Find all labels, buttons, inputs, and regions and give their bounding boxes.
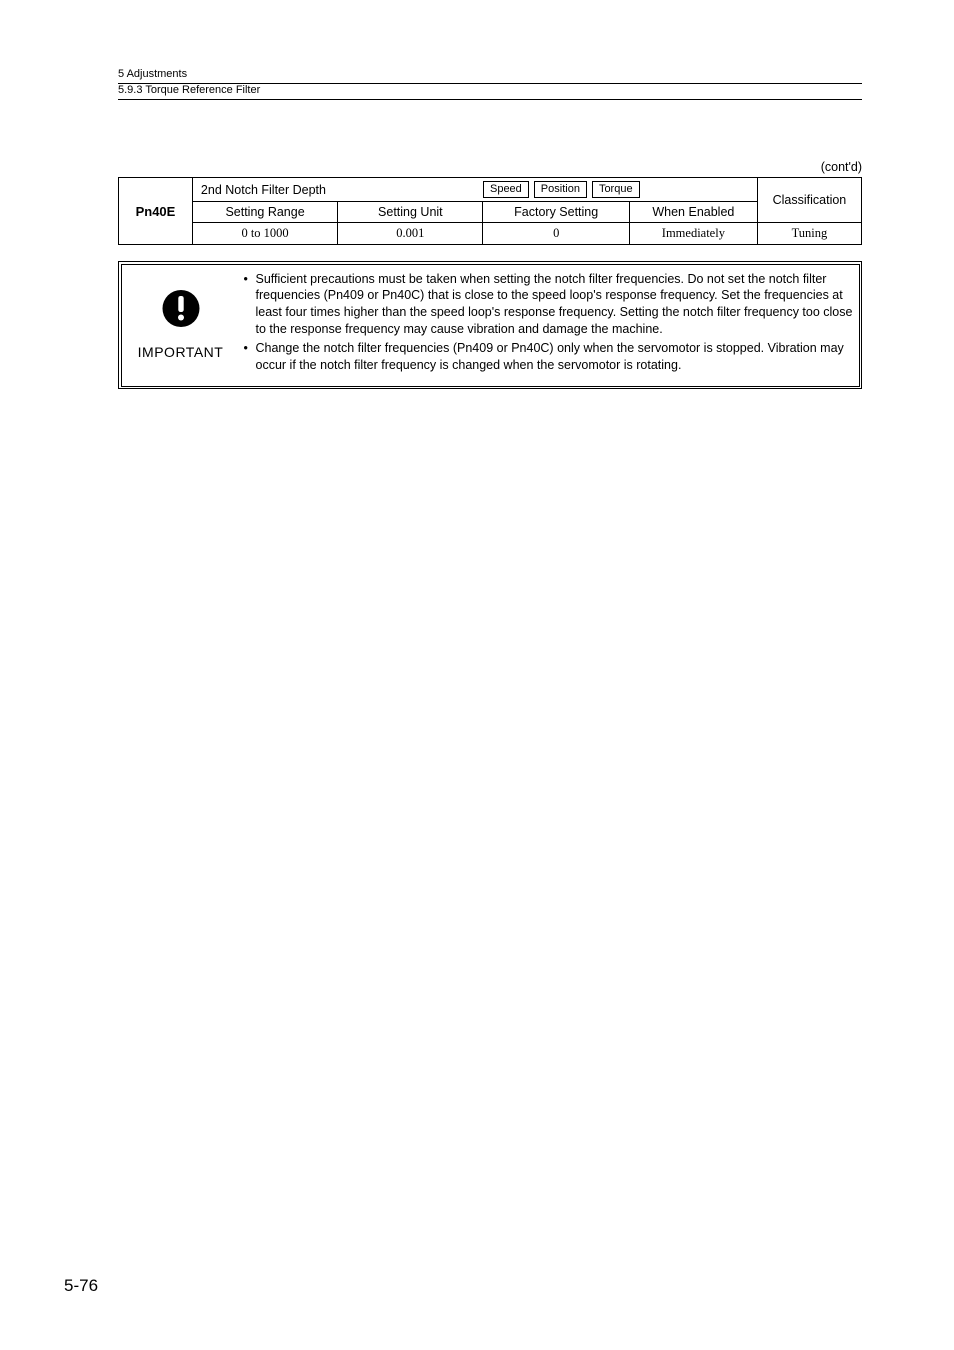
parameter-table: Pn40E 2nd Notch Filter Depth Speed Posit…: [118, 177, 862, 245]
val-when-enabled: Immediately: [629, 223, 757, 245]
classification-header: Classification: [757, 178, 861, 223]
page-number: 5-76: [64, 1276, 98, 1296]
important-bullet-2: Change the notch filter frequencies (Pn4…: [246, 340, 853, 374]
col-setting-range-header: Setting Range: [192, 202, 337, 223]
param-description: 2nd Notch Filter Depth: [201, 183, 326, 197]
col-factory-setting-header: Factory Setting: [483, 202, 629, 223]
col-when-enabled-header: When Enabled: [629, 202, 757, 223]
val-setting-range: 0 to 1000: [192, 223, 337, 245]
important-bullet-1: Sufficient precautions must be taken whe…: [246, 271, 853, 339]
val-setting-unit: 0.001: [338, 223, 483, 245]
header-chapter: 5 Adjustments: [118, 68, 862, 80]
col-setting-unit-header: Setting Unit: [338, 202, 483, 223]
val-classification: Tuning: [757, 223, 861, 245]
param-id: Pn40E: [119, 178, 193, 245]
continued-label: (cont'd): [118, 160, 862, 174]
page-header: 5 Adjustments 5.9.3 Torque Reference Fil…: [118, 68, 862, 100]
header-section-text: 5.9.3 Torque Reference Filter: [118, 84, 862, 96]
important-callout: IMPORTANT Sufficient precautions must be…: [118, 261, 862, 389]
val-factory-setting: 0: [483, 223, 629, 245]
header-rule-2: [118, 99, 862, 100]
mode-pill-speed: Speed: [483, 181, 529, 198]
important-text: Sufficient precautions must be taken whe…: [236, 271, 855, 376]
mode-pill-group: Speed Position Torque: [483, 181, 640, 198]
important-label: IMPORTANT: [126, 344, 236, 360]
important-icon-wrap: IMPORTANT: [126, 287, 236, 360]
mode-pill-torque: Torque: [592, 181, 640, 198]
important-icon: [157, 287, 205, 335]
mode-pill-position: Position: [534, 181, 587, 198]
